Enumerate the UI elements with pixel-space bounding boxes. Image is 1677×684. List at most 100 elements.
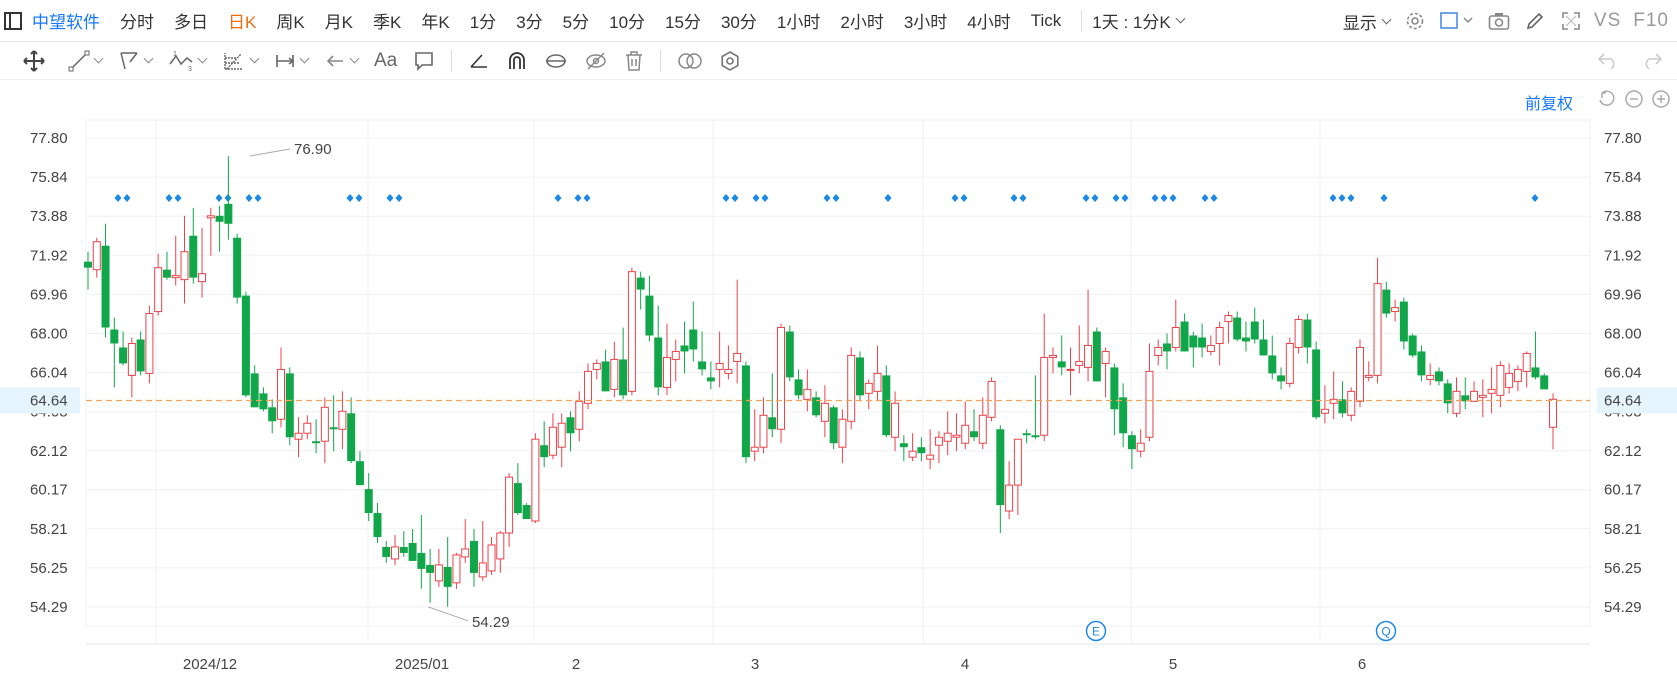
- move-icon[interactable]: [22, 49, 46, 73]
- note-tool-icon[interactable]: [413, 50, 435, 72]
- zoom-out-icon[interactable]: [1624, 89, 1644, 109]
- candle-body: [1347, 390, 1356, 416]
- candle-body: [741, 365, 750, 458]
- period-tab-tick[interactable]: Tick: [1030, 10, 1062, 30]
- kline-chart[interactable]: 77.8075.8473.8871.9269.9668.0066.0464.08…: [0, 80, 1677, 684]
- y-tick-label: 58.21: [30, 521, 68, 538]
- period-tab-3hour[interactable]: 3小时: [903, 13, 948, 32]
- price-adjust-button[interactable]: 前复权: [1525, 96, 1574, 113]
- y-tick-label: 77.80: [1604, 130, 1642, 147]
- candle-body: [224, 203, 233, 224]
- layout-select[interactable]: [1440, 10, 1474, 32]
- multi-period-select[interactable]: 1天 : 1分K: [1092, 8, 1186, 33]
- period-tab-2hour[interactable]: 2小时: [840, 13, 884, 32]
- candle: [1127, 431, 1136, 470]
- candle: [1303, 313, 1312, 364]
- stock-name[interactable]: 中望软件: [32, 13, 100, 32]
- period-tab-4hour[interactable]: 4小时: [967, 13, 1011, 32]
- period-tab-30min[interactable]: 30分: [720, 13, 757, 32]
- period-tab-quarterly[interactable]: 季K: [373, 13, 402, 32]
- display-select[interactable]: 显示: [1343, 9, 1392, 34]
- candle: [1206, 335, 1215, 356]
- period-tab-weekly[interactable]: 周K: [276, 13, 305, 32]
- candle: [820, 385, 829, 438]
- candle: [364, 473, 373, 522]
- candle-body: [1145, 370, 1154, 438]
- candle-body: [1136, 442, 1145, 452]
- candle-body: [1110, 367, 1119, 410]
- period-tab-5min[interactable]: 5分: [562, 13, 590, 32]
- pencil-icon[interactable]: [468, 50, 490, 72]
- eye-link-icon[interactable]: [544, 50, 568, 72]
- f10-button[interactable]: F10: [1633, 10, 1669, 31]
- candle: [1487, 367, 1496, 414]
- magnet-icon[interactable]: [506, 50, 528, 72]
- period-tab-daily[interactable]: 日K: [228, 13, 257, 32]
- chart-x-gridlines: [155, 120, 1321, 644]
- redo-icon[interactable]: [1641, 49, 1663, 74]
- fullscreen-icon[interactable]: [1560, 10, 1582, 32]
- candle: [970, 409, 979, 442]
- top-right-tools: 显示 VS F10: [1343, 0, 1669, 42]
- candle: [1505, 363, 1514, 394]
- candle-body: [276, 368, 285, 420]
- x-tick-label: 3: [751, 656, 759, 673]
- undo-icon[interactable]: [1597, 49, 1619, 74]
- candle-body: [1268, 355, 1277, 374]
- period-tab-15min[interactable]: 15分: [665, 13, 701, 32]
- period-tab-fenshi[interactable]: 分时: [120, 13, 154, 32]
- period-tab-3min[interactable]: 3分: [516, 13, 543, 32]
- zoom-in-icon[interactable]: [1651, 89, 1671, 109]
- candle: [1399, 297, 1408, 350]
- chevron-down-icon: [93, 53, 104, 64]
- pen-icon[interactable]: [1524, 10, 1546, 32]
- period-tab-1min[interactable]: 1分: [469, 13, 497, 32]
- period-tab-monthly[interactable]: 月K: [324, 13, 354, 32]
- candle-body: [645, 295, 654, 336]
- signal-diamond: [1169, 194, 1177, 202]
- sidebar-toggle-icon[interactable]: [4, 11, 22, 30]
- candle-body: [408, 542, 417, 561]
- fib-tool-icon[interactable]: [222, 50, 260, 72]
- candle-body: [540, 445, 549, 458]
- min-price-label: 54.29: [472, 614, 510, 631]
- candle-body: [1487, 388, 1496, 394]
- measure-tool-icon[interactable]: [274, 50, 310, 72]
- settings-icon[interactable]: [719, 50, 741, 72]
- period-tab-multiday[interactable]: 多日: [174, 13, 208, 32]
- candle: [180, 215, 189, 304]
- period-tab-yearly[interactable]: 年K: [421, 13, 450, 32]
- candle: [127, 337, 136, 398]
- hide-icon[interactable]: [584, 50, 608, 72]
- text-tool-icon[interactable]: Aa: [374, 50, 397, 72]
- event-marker[interactable]: Q: [1375, 620, 1397, 642]
- candle: [162, 251, 171, 280]
- candle-body: [1364, 374, 1373, 378]
- line-tool-icon[interactable]: [68, 50, 104, 72]
- divider: [451, 49, 453, 72]
- candle-body: [1338, 399, 1347, 414]
- reset-icon[interactable]: [1597, 89, 1617, 109]
- channel-tool-icon[interactable]: [118, 50, 154, 72]
- candle-body: [1154, 346, 1163, 356]
- candle-body: [838, 418, 847, 448]
- camera-icon[interactable]: [1488, 10, 1510, 32]
- period-tab-10min[interactable]: 10分: [609, 13, 646, 32]
- candle-body: [136, 339, 145, 372]
- event-marker[interactable]: E: [1085, 620, 1107, 642]
- overlay-icon[interactable]: [677, 50, 703, 72]
- candle: [584, 363, 593, 410]
- candle: [557, 413, 566, 468]
- candle-body: [1171, 327, 1180, 348]
- candle-body: [917, 447, 926, 454]
- candle-body: [1259, 339, 1268, 356]
- vs-button[interactable]: VS: [1593, 10, 1622, 31]
- period-tab-1hour[interactable]: 1小时: [776, 13, 821, 32]
- candle: [619, 327, 628, 400]
- trash-icon[interactable]: [624, 50, 644, 72]
- arrow-tool-icon[interactable]: [324, 50, 360, 72]
- gear-icon[interactable]: [1404, 10, 1426, 32]
- candle: [1171, 299, 1180, 352]
- x-tick-label: 2025/01: [395, 656, 449, 673]
